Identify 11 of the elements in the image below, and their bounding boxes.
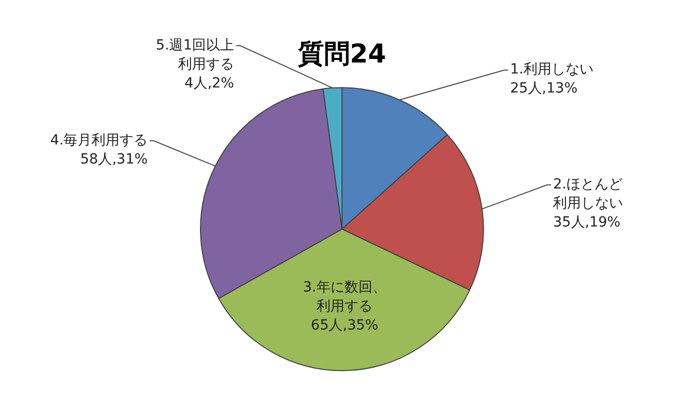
chart-title: 質問24 — [296, 39, 386, 70]
slice-label: 4.毎月利用する — [50, 132, 148, 148]
data-label: 35人,19% — [553, 214, 620, 231]
data-label: 65人,35% — [310, 318, 378, 334]
data-label: 25人,13% — [510, 80, 578, 97]
data-label: 58人,31% — [80, 151, 148, 168]
slice-label: 2.ほとんど利用しない — [553, 176, 624, 212]
slice-label: 5.週1回以上利用する — [156, 37, 234, 72]
data-label: 4人,2% — [184, 75, 234, 92]
slice-label: 3.年に数回、利用する — [302, 280, 386, 315]
slice-label: 1.利用しない — [510, 62, 594, 78]
